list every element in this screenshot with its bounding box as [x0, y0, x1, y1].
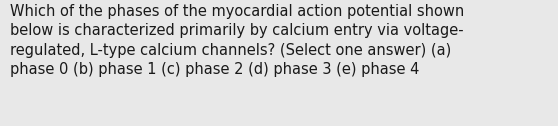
Text: Which of the phases of the myocardial action potential shown
below is characteri: Which of the phases of the myocardial ac…: [10, 4, 464, 77]
